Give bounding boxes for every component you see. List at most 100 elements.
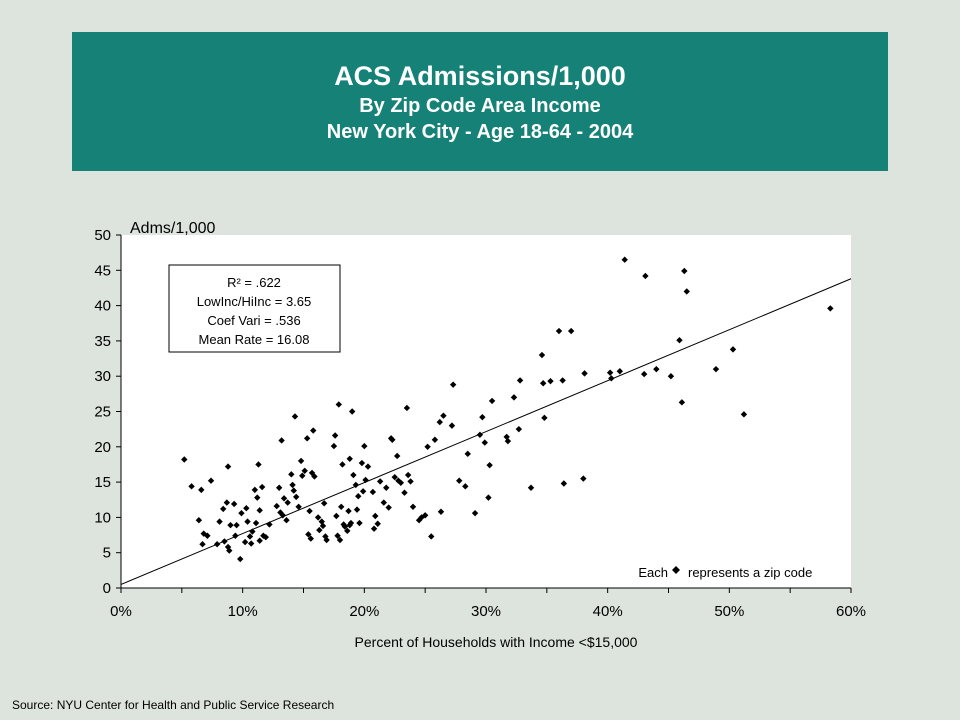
diamond-marker-icon xyxy=(672,566,680,574)
data-point xyxy=(319,522,327,530)
data-point xyxy=(356,519,363,527)
data-point xyxy=(488,397,496,405)
data-point xyxy=(456,477,463,484)
data-point xyxy=(293,493,300,501)
data-point xyxy=(331,432,339,439)
data-point xyxy=(237,555,244,563)
data-point xyxy=(244,518,251,525)
data-point xyxy=(262,533,269,541)
data-point xyxy=(260,532,267,539)
data-point xyxy=(251,486,259,494)
data-point xyxy=(359,488,367,495)
data-point xyxy=(369,488,377,496)
y-ticks: 0 5 10 15 20 25 30 35 40 45 50 xyxy=(94,227,121,597)
data-point xyxy=(334,532,341,539)
data-point xyxy=(347,519,355,527)
data-point xyxy=(567,327,575,335)
data-point xyxy=(485,494,492,501)
data-point xyxy=(683,288,690,295)
data-points xyxy=(181,256,834,563)
y-tick-label: 10 xyxy=(94,509,111,526)
data-point xyxy=(681,267,688,275)
trendline xyxy=(120,278,852,585)
data-point xyxy=(330,442,338,450)
data-point xyxy=(316,526,323,534)
data-point xyxy=(246,533,254,540)
x-tick-label: 40% xyxy=(593,603,623,620)
stat-coef: Coef Vari = .536 xyxy=(207,313,300,328)
data-point xyxy=(247,540,255,547)
data-point xyxy=(241,538,249,546)
data-point xyxy=(667,373,675,380)
data-point xyxy=(344,527,351,535)
data-point xyxy=(449,381,457,388)
data-point xyxy=(372,512,379,520)
y-tick-label: 25 xyxy=(94,404,111,421)
data-point xyxy=(361,442,368,450)
data-point xyxy=(678,399,686,406)
data-point xyxy=(230,500,238,508)
data-point xyxy=(740,411,748,418)
data-point xyxy=(280,495,288,502)
data-point xyxy=(621,256,628,263)
data-point xyxy=(712,365,720,373)
data-point xyxy=(232,532,239,539)
data-point xyxy=(362,476,369,484)
data-point xyxy=(254,494,261,501)
x-axis-title: Percent of Households with Income <$15,0… xyxy=(355,634,638,650)
data-point xyxy=(729,346,737,353)
data-point xyxy=(364,463,372,470)
data-point xyxy=(547,377,554,385)
data-point xyxy=(407,478,414,485)
data-point xyxy=(314,514,322,521)
data-point xyxy=(555,327,563,335)
data-point xyxy=(538,351,546,359)
data-point xyxy=(299,472,306,479)
data-point xyxy=(448,422,456,429)
data-point xyxy=(358,459,366,467)
data-point xyxy=(320,500,328,507)
data-point xyxy=(258,483,266,491)
stat-r2: R² = .622 xyxy=(227,275,281,290)
data-point xyxy=(385,504,392,511)
data-point xyxy=(374,520,381,527)
data-point xyxy=(418,514,425,521)
data-point xyxy=(653,365,660,373)
data-point xyxy=(350,471,357,479)
data-point xyxy=(606,369,614,376)
y-tick-label: 35 xyxy=(94,333,111,350)
chart-subtitle-2: New York City - Age 18-64 - 2004 xyxy=(326,120,634,143)
data-point xyxy=(421,512,429,519)
data-point xyxy=(291,413,299,420)
x-tick-label: 10% xyxy=(228,603,258,620)
data-point xyxy=(310,427,317,434)
data-point xyxy=(181,456,188,463)
data-point xyxy=(200,530,207,537)
x-tick-label: 20% xyxy=(349,603,379,620)
data-point xyxy=(221,538,228,545)
data-point xyxy=(336,536,344,544)
x-tick-label: 0% xyxy=(110,603,132,620)
data-point xyxy=(560,480,568,487)
data-point xyxy=(348,408,356,415)
data-point xyxy=(389,436,396,443)
source-note: Source: NYU Center for Health and Public… xyxy=(12,698,335,712)
legend-note-suffix: represents a zip code xyxy=(688,565,812,580)
data-point xyxy=(608,375,615,382)
data-point xyxy=(640,370,648,378)
data-point xyxy=(437,508,445,515)
data-point xyxy=(827,305,834,312)
data-point xyxy=(401,489,408,496)
data-point xyxy=(295,503,302,511)
data-point xyxy=(322,533,329,540)
data-point xyxy=(335,401,342,408)
data-point xyxy=(339,461,346,468)
data-point xyxy=(252,519,260,527)
data-point xyxy=(383,484,390,491)
stat-ratio: LowInc/HiInc = 3.65 xyxy=(197,294,312,309)
data-point xyxy=(266,521,273,528)
data-point xyxy=(289,481,296,489)
data-point xyxy=(431,436,439,443)
data-point xyxy=(188,483,195,490)
